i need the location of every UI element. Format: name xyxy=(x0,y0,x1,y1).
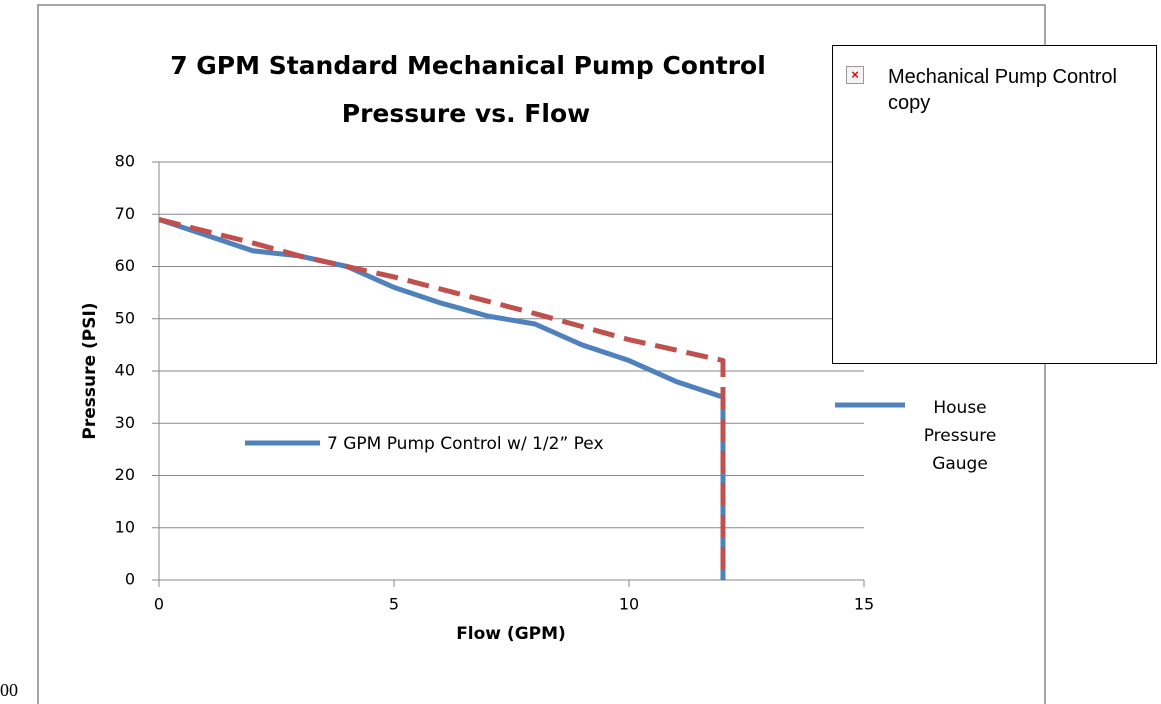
y-tick-label: 50 xyxy=(115,308,135,327)
legend-label: House Pressure Gauge xyxy=(923,398,997,474)
x-tick-label: 0 xyxy=(154,595,164,614)
broken-image: × Mechanical Pump Control copy xyxy=(832,45,1157,364)
y-tick-label: 20 xyxy=(115,465,135,484)
y-tick-label: 30 xyxy=(115,413,135,432)
x-tick-label: 5 xyxy=(389,595,399,614)
x-tick-label: 15 xyxy=(854,595,874,614)
series-line xyxy=(158,217,726,580)
y-tick-label: 60 xyxy=(115,256,135,275)
broken-image-icon: × xyxy=(846,66,864,84)
x-tick-label: 10 xyxy=(619,595,639,614)
y-tick-label: 0 xyxy=(125,570,135,589)
y-tick-label: 10 xyxy=(115,517,135,536)
y-axis-label: Pressure (PSI) xyxy=(80,302,100,439)
chart-subtitle: Pressure vs. Flow xyxy=(342,99,590,128)
series-line xyxy=(158,217,726,580)
annotation: 7 GPM Pump Control w/ 1/2” Pex xyxy=(327,434,604,454)
stray-text: 00 xyxy=(0,680,18,700)
x-axis-label: Flow (GPM) xyxy=(456,624,566,644)
y-tick-label: 40 xyxy=(115,361,135,380)
y-tick-label: 70 xyxy=(115,204,135,223)
broken-image-alt: Mechanical Pump Control copy xyxy=(888,66,1117,114)
y-tick-label: 80 xyxy=(115,152,135,171)
chart-title: 7 GPM Standard Mechanical Pump Control xyxy=(170,51,766,80)
